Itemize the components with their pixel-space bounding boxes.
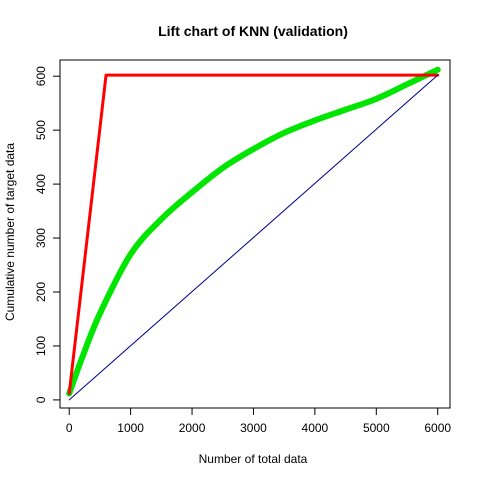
y-axis-label: Cumulative number of target data	[3, 143, 17, 321]
plot-frame	[59, 59, 451, 409]
x-tick-label: 1000	[117, 421, 144, 435]
x-tick-label: 4000	[302, 421, 329, 435]
x-tick-label: 0	[66, 421, 73, 435]
series-layer	[66, 66, 441, 401]
x-axis-label: Number of total data	[199, 452, 308, 466]
y-tick-label: 400	[34, 174, 48, 194]
y-tick-label: 500	[34, 120, 48, 140]
x-tick-label: 2000	[179, 421, 206, 435]
knn-lift-series	[66, 66, 441, 397]
chart-title: Lift chart of KNN (validation)	[158, 23, 348, 39]
y-tick-label: 300	[34, 228, 48, 248]
x-tick-label: 5000	[363, 421, 390, 435]
y-tick-label: 200	[34, 282, 48, 302]
y-tick-label: 0	[34, 396, 48, 403]
random-baseline-series	[68, 74, 439, 401]
y-tick-label: 600	[34, 66, 48, 86]
y-axis: 0 100 200 300 400 500 600	[34, 66, 60, 403]
x-axis: 0 1000 2000 3000 4000 5000 6000	[66, 408, 451, 435]
y-tick-label: 100	[34, 336, 48, 356]
ideal-lift-series	[67, 73, 440, 395]
x-tick-label: 3000	[240, 421, 267, 435]
x-tick-label: 6000	[424, 421, 451, 435]
